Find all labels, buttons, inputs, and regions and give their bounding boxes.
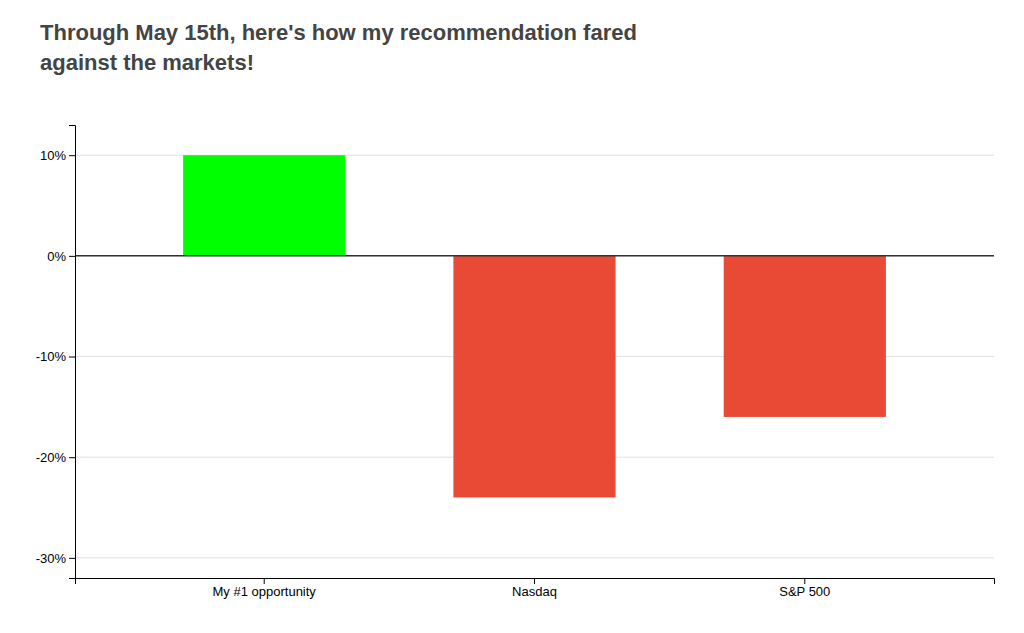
title-line: Through May 15th, here's how my recommen… (40, 20, 637, 45)
y-tick-mark (69, 558, 75, 559)
y-tick-label: -20% (36, 450, 67, 465)
x-tick-label: S&P 500 (779, 584, 830, 599)
chart: Through May 15th, here's how my recommen… (0, 0, 1024, 633)
y-tick-mark (69, 357, 75, 358)
title-line: against the markets! (40, 50, 254, 75)
y-tick-label: -10% (36, 349, 67, 364)
x-tick-mark (534, 578, 535, 584)
grid (75, 155, 994, 558)
x-tick: My #1 opportunity (213, 578, 317, 599)
y-tick-label: -30% (36, 551, 67, 566)
bar (183, 155, 345, 256)
y-tick-mark (69, 256, 75, 257)
bars (183, 155, 886, 497)
y-axis-line (69, 126, 76, 579)
title: Through May 15th, here's how my recommen… (40, 20, 637, 75)
zero-line (75, 255, 994, 257)
bar (724, 256, 886, 417)
y-tick: 10% (40, 148, 75, 163)
plot: -30% -20% -10% 0% 10% My #1 opportunity Nasdaq… (36, 126, 995, 600)
grid-line (75, 255, 994, 256)
x-tick-mark (804, 578, 805, 584)
y-tick-label: 0% (47, 249, 66, 264)
y-tick: 0% (47, 249, 75, 264)
x-axis-line (76, 579, 995, 585)
y-tick: -30% (36, 551, 75, 566)
y-tick-label: 10% (40, 148, 66, 163)
grid-line (75, 557, 994, 558)
x-tick-mark (264, 578, 265, 584)
x-tick-label: Nasdaq (512, 584, 557, 599)
bar (453, 256, 615, 498)
x-tick: S&P 500 (779, 578, 830, 599)
y-tick: -20% (36, 450, 75, 465)
y-tick: -10% (36, 349, 75, 364)
x-tick: Nasdaq (512, 578, 557, 599)
y-axis: -30% -20% -10% 0% 10% (36, 126, 76, 579)
x-tick-label: My #1 opportunity (213, 584, 317, 599)
y-tick-mark (69, 155, 75, 156)
x-axis: My #1 opportunity Nasdaq S&P 500 (76, 578, 995, 599)
y-tick-mark (69, 457, 75, 458)
